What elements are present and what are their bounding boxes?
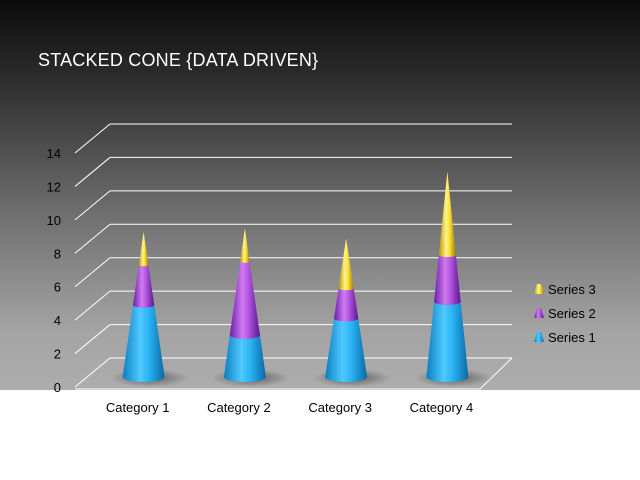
y-tick-label: 0 [54, 380, 61, 395]
y-tick-label: 2 [54, 347, 61, 362]
cone-segment-2 [133, 265, 155, 308]
legend-swatch [534, 284, 544, 294]
cone-segment-2 [333, 288, 359, 322]
y-tick-label: 14 [47, 146, 61, 161]
legend-swatch [534, 332, 544, 342]
gridline-side [74, 190, 111, 221]
floor-side-edge [479, 357, 513, 390]
x-tick-label: Category 3 [308, 400, 372, 415]
cone-segment-1 [122, 305, 165, 382]
y-tick-label: 8 [54, 246, 61, 261]
gridline-side [74, 223, 111, 254]
plot-area [110, 171, 493, 387]
cone-segment-1 [426, 301, 469, 382]
y-tick-label: 4 [54, 313, 61, 328]
cone-segment-1 [223, 335, 266, 382]
legend-label: Series 1 [548, 330, 596, 345]
chart-title: STACKED CONE {DATA DRIVEN} [38, 50, 319, 70]
legend: Series 3 Series 2 Series 1 [534, 282, 596, 345]
cone-segment-3 [338, 238, 354, 291]
gridline-side [74, 357, 111, 388]
gridline-side [74, 157, 111, 187]
x-axis: Category 1 Category 2 Category 3 Category 4 [106, 400, 473, 415]
y-axis: 0 2 4 6 8 10 12 14 [47, 146, 61, 395]
legend-label: Series 3 [548, 282, 596, 297]
gridline-side [74, 290, 111, 321]
cone-segment-2 [229, 261, 260, 339]
legend-label: Series 2 [548, 306, 596, 321]
y-tick-label: 6 [54, 280, 61, 295]
gridline-side [74, 123, 111, 154]
cone-segment-1 [325, 318, 368, 382]
cone-segment-2 [434, 254, 461, 305]
y-tick-label: 10 [47, 213, 61, 228]
x-tick-label: Category 4 [410, 400, 474, 415]
gridline-side [74, 324, 111, 354]
y-tick-label: 12 [47, 179, 61, 194]
x-tick-label: Category 1 [106, 400, 170, 415]
legend-swatch [534, 308, 544, 318]
gridline-side [74, 257, 111, 288]
cone-segment-3 [138, 231, 149, 267]
cone-segment-3 [240, 228, 250, 263]
cone-segment-3 [438, 171, 456, 258]
x-tick-label: Category 2 [207, 400, 271, 415]
